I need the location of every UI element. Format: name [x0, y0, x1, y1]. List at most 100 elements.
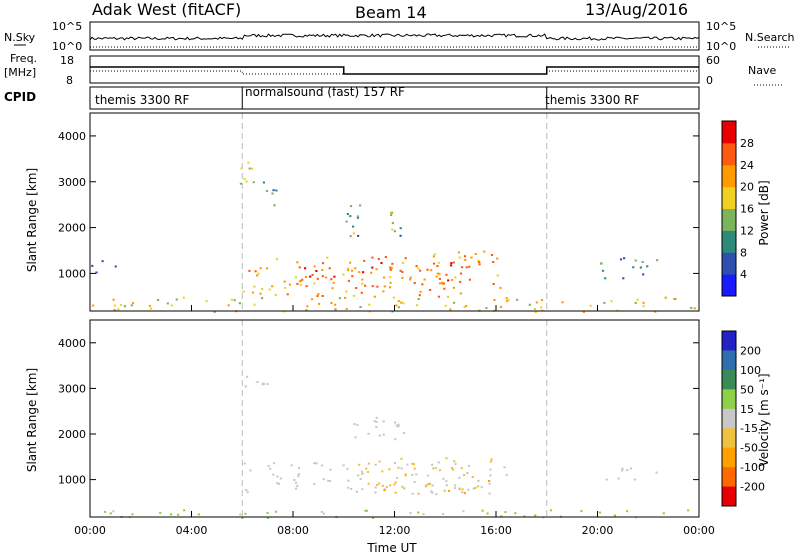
- power-heatmap: [91, 161, 696, 313]
- velocity-colorbar: 200 100 50 15 -15 -50 -100 -200: [721, 330, 765, 507]
- power-y-axis: 1000 2000 3000 4000: [58, 130, 699, 280]
- power-cell: [441, 282, 444, 285]
- x-tick-label: 20:00: [582, 524, 614, 537]
- power-cell: [256, 274, 259, 277]
- velocity-colorbar-tick: 50: [740, 383, 754, 396]
- beam-title: Beam 14: [355, 3, 427, 22]
- power-cell: [275, 258, 279, 261]
- power-cell: [417, 298, 420, 300]
- velocity-cell: [347, 486, 350, 489]
- velocity-cell: [415, 473, 418, 476]
- velocity-cell: [442, 477, 445, 480]
- velocity-colorbar-frame: [721, 330, 737, 507]
- velocity-cell: [361, 472, 364, 475]
- velocity-cell: [329, 468, 332, 471]
- power-cell: [351, 269, 354, 272]
- power-cell: [417, 267, 420, 270]
- velocity-cell: [417, 511, 420, 514]
- power-cell: [642, 273, 645, 276]
- power-cell: [114, 265, 117, 268]
- velocity-cell: [400, 467, 403, 470]
- velocity-cell: [298, 467, 301, 469]
- velocity-cell: [276, 482, 279, 485]
- power-cell: [463, 305, 466, 308]
- power-cell: [437, 295, 440, 298]
- velocity-cell: [412, 463, 415, 466]
- power-cell: [505, 297, 508, 300]
- velocity-cell: [372, 516, 375, 519]
- velocity-cell: [447, 489, 451, 492]
- velocity-cell: [275, 510, 278, 513]
- velocity-cell: [404, 474, 407, 477]
- velocity-cell: [626, 469, 629, 472]
- velocity-cell: [458, 488, 461, 491]
- power-cell: [516, 298, 519, 301]
- power-cell: [499, 286, 502, 289]
- power-colorbar-swatch: [722, 121, 736, 144]
- power-cell: [632, 266, 635, 269]
- velocity-cell: [382, 433, 385, 436]
- velocity-y-axis: 1000 2000 3000 4000: [58, 337, 699, 487]
- velocity-cell: [364, 509, 367, 512]
- power-cell: [419, 290, 422, 293]
- velocity-cell: [460, 467, 463, 470]
- velocity-cell: [365, 509, 368, 512]
- power-cell: [253, 285, 256, 288]
- power-cell: [390, 211, 394, 214]
- velocity-cell: [417, 492, 420, 495]
- power-cell: [130, 304, 133, 307]
- velocity-cell: [381, 470, 384, 473]
- velocity-cell: [273, 462, 276, 465]
- velocity-cell: [385, 485, 388, 488]
- velocity-cell: [461, 488, 464, 491]
- velocity-cell: [358, 463, 361, 466]
- power-cell: [459, 292, 462, 295]
- velocity-cell: [598, 511, 601, 514]
- velocity-cell: [489, 474, 492, 477]
- power-cell: [352, 294, 356, 297]
- velocity-cell: [381, 484, 384, 487]
- velocity-cell: [350, 487, 353, 490]
- power-cell: [275, 189, 278, 192]
- velocity-cell: [249, 469, 252, 472]
- power-cell: [272, 189, 275, 192]
- power-cell: [436, 272, 439, 275]
- velocity-cell: [411, 473, 414, 476]
- power-cell: [364, 284, 367, 287]
- velocity-colorbar-swatch: [722, 389, 736, 410]
- freq-line: [90, 66, 699, 75]
- power-cell: [449, 308, 452, 311]
- power-cell: [316, 295, 319, 297]
- x-tick-label: 08:00: [277, 524, 309, 537]
- power-cell: [230, 298, 233, 301]
- power-cell: [334, 303, 337, 306]
- power-cell: [311, 273, 314, 276]
- freq-label: Freq.: [10, 52, 37, 65]
- x-tick-label: 00:00: [74, 524, 106, 537]
- power-cell: [429, 289, 432, 291]
- velocity-cell: [393, 483, 396, 486]
- velocity-cell: [374, 491, 377, 494]
- velocity-colorbar-swatch: [722, 369, 736, 390]
- velocity-cell: [629, 467, 633, 470]
- power-cell: [368, 303, 371, 306]
- power-cell: [634, 301, 637, 304]
- power-cell: [273, 204, 276, 207]
- velocity-cell: [376, 484, 379, 486]
- power-cell: [442, 282, 445, 285]
- power-cell: [371, 285, 374, 288]
- cpid-segment-label: normalsound (fast) 157 RF: [245, 85, 405, 99]
- power-cell: [347, 279, 350, 282]
- power-cell: [432, 262, 436, 265]
- velocity-cell: [453, 487, 457, 490]
- velocity-cell: [328, 480, 331, 482]
- power-cell: [301, 278, 304, 281]
- velocity-cell: [112, 510, 115, 513]
- x-tick-label: 16:00: [480, 524, 512, 537]
- cpid-panel-frame: [89, 86, 700, 110]
- velocity-cell: [360, 470, 364, 473]
- power-colorbar: 4 8 12 16 20 24 28: [721, 120, 754, 297]
- power-cell: [642, 301, 645, 304]
- freq-tick-bottom: 8: [66, 74, 73, 87]
- power-cell: [239, 182, 242, 185]
